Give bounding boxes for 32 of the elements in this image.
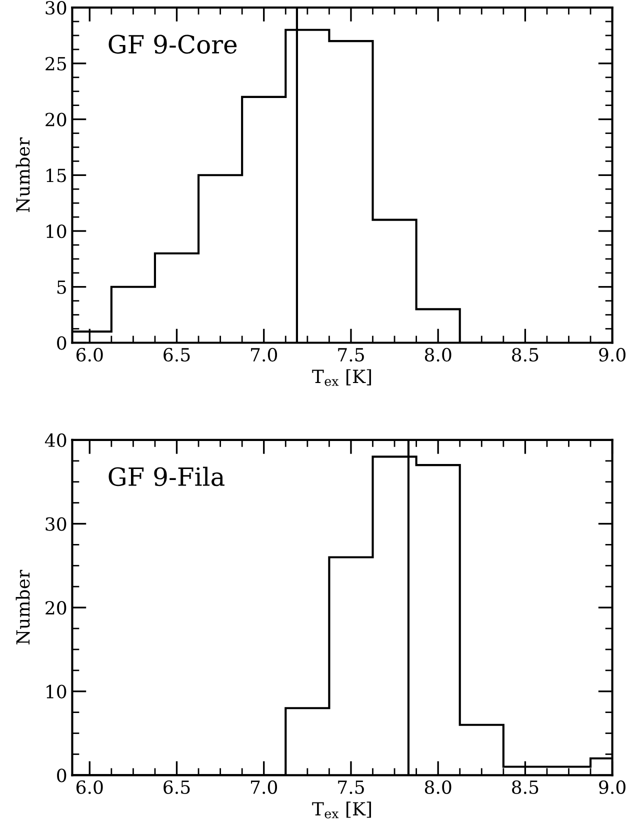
y-tick-label: 10 [46, 224, 66, 238]
y-tick-label: 10 [46, 684, 66, 698]
y-tick-label: 0 [57, 336, 66, 350]
y-tick-label: 25 [46, 56, 66, 71]
y-tick-label: 15 [46, 168, 66, 182]
y-tick-label: 20 [46, 601, 66, 615]
x-tick-label: 7.0 [251, 348, 278, 362]
y-tick-label: 0 [57, 768, 66, 782]
x-tick-label: 8.5 [512, 780, 538, 794]
x-tick-label: 7.5 [338, 780, 364, 794]
y-tick-label: 20 [46, 112, 66, 126]
x-tick-label: 6.5 [164, 348, 190, 362]
x-tick-label: 8.0 [424, 780, 452, 794]
x-tick-label: 8.5 [512, 348, 538, 362]
y-axis-title: Number [16, 137, 30, 212]
y-tick-label: 40 [44, 433, 66, 448]
x-tick-label: 7.0 [251, 780, 278, 794]
y-tick-label: 5 [57, 280, 66, 294]
annotation: GF 9-Fila [108, 466, 224, 486]
x-tick-label: 6.0 [76, 348, 103, 362]
x-tick-label: 7.5 [338, 348, 364, 362]
x-tick-label: 8.0 [424, 348, 452, 362]
x-tick-label: 6.0 [76, 780, 103, 794]
y-tick-label: 30 [46, 1, 66, 15]
x-tick-label: 6.5 [164, 780, 190, 794]
y-axis-title: Number [16, 570, 30, 644]
x-axis-title: T$_{ex}$ [K] [312, 802, 371, 818]
y-tick-label: 30 [46, 517, 66, 531]
annotation: GF 9-Core [108, 34, 237, 54]
x-axis-title: T$_{ex}$ [K] [312, 369, 371, 386]
x-tick-label: 9.0 [599, 780, 626, 794]
x-tick-label: 9.0 [599, 348, 626, 362]
